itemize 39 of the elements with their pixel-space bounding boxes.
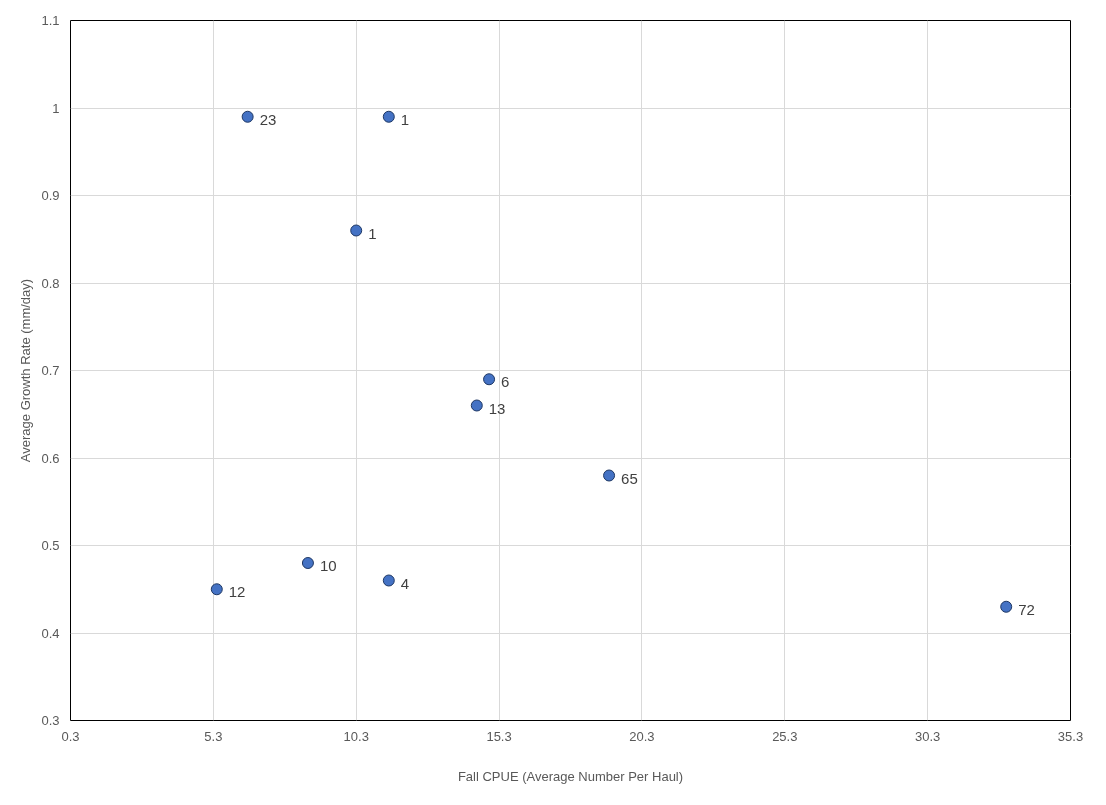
- annotation: 4: [400, 574, 410, 592]
- y-axis-title: Average Growth Rate (mm/day): [18, 278, 34, 463]
- x-tick-label: 30.3: [914, 728, 941, 744]
- y-tick-label: 0.4: [41, 625, 60, 641]
- annotation: 72: [1018, 600, 1035, 618]
- y-tick-label: 0.8: [41, 275, 60, 291]
- annotation: 23: [259, 110, 277, 128]
- x-tick-label: 10.3: [343, 728, 369, 744]
- point: [210, 583, 223, 596]
- x-tick-label: 20.3: [629, 728, 655, 744]
- point: [382, 574, 395, 587]
- x-axis-title: Fall CPUE (Average Number Per Haul): [457, 768, 684, 784]
- point: [241, 110, 254, 123]
- annotation: 10: [319, 557, 337, 574]
- y-tick-label: 0.7: [41, 363, 60, 378]
- point: [483, 373, 496, 386]
- point: [470, 399, 483, 412]
- annotation: 1: [400, 110, 410, 128]
- y-tick-label: 0.5: [41, 538, 60, 553]
- y-tick-label: 1.1: [41, 13, 60, 28]
- x-tick-label: 25.3: [772, 728, 798, 744]
- x-tick-label: 5.3: [204, 728, 223, 744]
- point: [603, 469, 616, 482]
- annotation: 6: [501, 373, 510, 391]
- x-tick-label: 15.3: [486, 728, 512, 744]
- y-tick-label: 1: [52, 100, 60, 116]
- y-tick-label: 0.6: [41, 450, 60, 466]
- x-tick-label: 35.3: [1057, 728, 1084, 744]
- point: [1000, 600, 1013, 613]
- point: [382, 110, 395, 123]
- y-tick-label: 0.9: [41, 188, 60, 203]
- x-tick-label: 0.3: [61, 728, 80, 744]
- point: [350, 224, 363, 237]
- annotation: 65: [621, 469, 638, 487]
- annotation: 12: [228, 583, 246, 601]
- annotation: 1: [368, 224, 377, 242]
- point: [301, 557, 314, 569]
- y-tick-label: 0.3: [41, 713, 60, 728]
- annotation: 13: [488, 399, 506, 417]
